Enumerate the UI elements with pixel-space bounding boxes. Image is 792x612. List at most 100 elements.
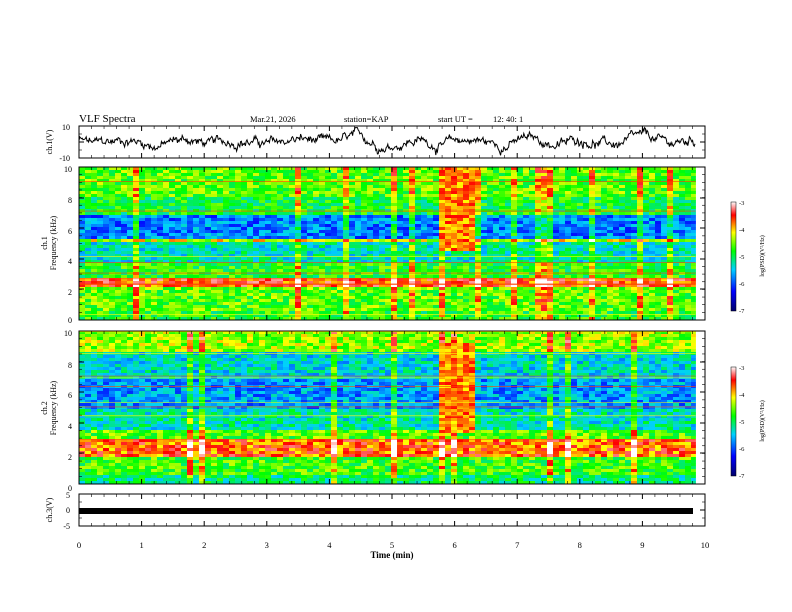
spectrogram-cell [583, 230, 590, 234]
spectrogram-cell [511, 293, 518, 297]
spectrogram-cell [529, 299, 536, 303]
spectrogram-cell [229, 206, 236, 210]
spectrogram-cell [193, 281, 200, 285]
spectrogram-cell [559, 302, 566, 306]
spectrogram-cell [289, 227, 296, 231]
spectrogram-cell [427, 185, 434, 189]
spectrogram-cell [475, 272, 482, 276]
spectrogram-cell [211, 188, 218, 192]
spectrogram-cell [229, 311, 236, 315]
spectrogram-cell [403, 293, 410, 297]
spectrogram-cell [229, 248, 236, 252]
spectrogram-cell [211, 308, 218, 312]
spectrogram-cell [355, 176, 362, 180]
spectrogram-cell [463, 215, 470, 219]
spectrogram-cell [343, 281, 350, 285]
spectrogram-cell [505, 308, 512, 312]
spectrogram-cell [415, 227, 422, 231]
spectrogram-cell [475, 260, 482, 264]
spectrogram-cell [127, 272, 134, 276]
spectrogram-cell [649, 218, 656, 222]
spectrogram-cell [175, 254, 182, 258]
spectrogram-cell [391, 278, 398, 282]
spectrogram-cell [427, 296, 434, 300]
spectrogram-cell [133, 257, 140, 261]
spectrogram-cell [307, 212, 314, 216]
spectrogram-cell [247, 311, 254, 315]
spectrogram-cell [199, 224, 206, 228]
spectrogram-cell [613, 296, 620, 300]
spectrogram-cell [271, 290, 278, 294]
spectrogram-cell [643, 200, 650, 204]
spectrogram-cell [217, 209, 224, 213]
spectrogram-cell [361, 254, 368, 258]
spectrogram-cell [307, 185, 314, 189]
spectrogram-cell [217, 203, 224, 207]
spectrogram-cell [355, 296, 362, 300]
spectrogram-cell [205, 173, 212, 177]
spectrogram-cell [211, 293, 218, 297]
spectrogram-cell [379, 275, 386, 279]
spectrogram-cell [325, 239, 332, 243]
spectrogram-cell [295, 236, 302, 240]
spectrogram-cell [157, 254, 164, 258]
spectrogram-cell [301, 227, 308, 231]
spectrogram-cell [643, 305, 650, 309]
spectrogram-cell [625, 281, 632, 285]
spectrogram-cell [289, 275, 296, 279]
spectrogram-cell [637, 260, 644, 264]
spectrogram-cell [337, 257, 344, 261]
spectrogram-cell [181, 209, 188, 213]
spectrogram-cell [223, 290, 230, 294]
spectrogram-cell [367, 263, 374, 267]
spectrogram-cell [247, 293, 254, 297]
spectrogram-cell [313, 299, 320, 303]
spectrogram-cell [643, 302, 650, 306]
spectrogram-cell [541, 227, 548, 231]
spectrogram-cell [295, 230, 302, 234]
spectrogram-cell [91, 191, 98, 195]
spectrogram-cell [451, 173, 458, 177]
spectrogram-cell [379, 176, 386, 180]
spectrogram-cell [265, 182, 272, 186]
spectrogram-cell [427, 212, 434, 216]
spectrogram-cell [613, 242, 620, 246]
spectrogram-cell [295, 203, 302, 207]
spectrogram-cell [535, 209, 542, 213]
spectrogram-cell [259, 278, 266, 282]
spectrogram-cell [211, 194, 218, 198]
spectrogram-cell [409, 179, 416, 183]
spectrogram-cell [559, 260, 566, 264]
spectrogram-cell [427, 233, 434, 237]
spectrogram-cell [643, 188, 650, 192]
spectrogram-cell [145, 221, 152, 225]
spectrogram-cell [451, 239, 458, 243]
spectrogram-cell [313, 314, 320, 318]
spectrogram-cell [229, 203, 236, 207]
spectrogram-cell [259, 317, 266, 321]
spectrogram-cell [295, 221, 302, 225]
spectrogram-cell [115, 245, 122, 249]
spectrogram-cell [205, 179, 212, 183]
spectrogram-cell [85, 185, 92, 189]
spectrogram-cell [319, 191, 326, 195]
spectrogram-cell [349, 176, 356, 180]
spectrogram-cell [247, 308, 254, 312]
spectrogram-cell [553, 170, 560, 174]
spectrogram-cell [103, 317, 110, 321]
spectrogram-cell [511, 236, 518, 240]
spectrogram-cell [157, 245, 164, 249]
spectrogram-cell [121, 221, 128, 225]
spectrogram-cell [469, 221, 476, 225]
spectrogram-cell [385, 191, 392, 195]
spectrogram-cell [265, 293, 272, 297]
spectrogram-cell [103, 254, 110, 258]
spectrogram-cell [427, 254, 434, 258]
spectrogram-cell [115, 263, 122, 267]
spectrogram-cell [559, 290, 566, 294]
spectrogram-cell [139, 206, 146, 210]
spectrogram-cell [289, 194, 296, 198]
spectrogram-cell [361, 176, 368, 180]
spectrogram-cell [97, 287, 104, 291]
spectrogram-cell [523, 176, 530, 180]
